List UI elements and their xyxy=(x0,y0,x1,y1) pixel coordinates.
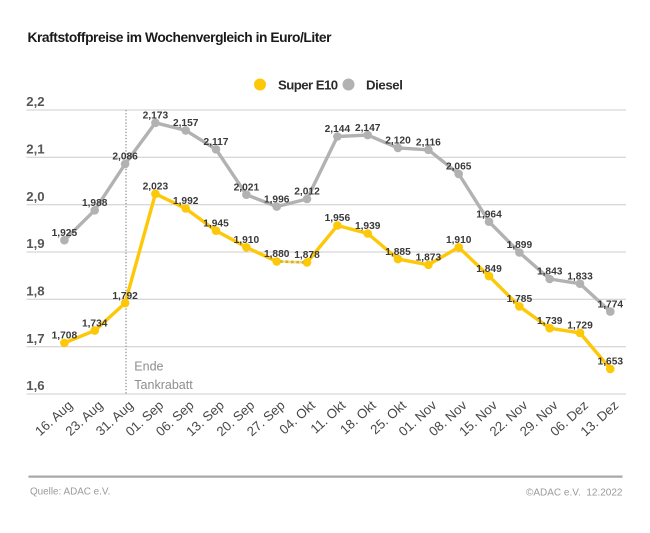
svg-text:1,996: 1,996 xyxy=(264,194,290,205)
svg-text:Quelle: ADAC e.V.: Quelle: ADAC e.V. xyxy=(30,486,110,497)
svg-text:2,023: 2,023 xyxy=(143,182,169,193)
svg-text:1,708: 1,708 xyxy=(52,331,78,342)
svg-text:1,956: 1,956 xyxy=(325,213,351,224)
svg-text:1,833: 1,833 xyxy=(567,271,593,282)
svg-text:1,939: 1,939 xyxy=(355,221,381,232)
svg-text:1,849: 1,849 xyxy=(476,264,502,275)
svg-text:1,739: 1,739 xyxy=(537,316,563,327)
svg-text:1,734: 1,734 xyxy=(82,318,108,329)
svg-text:1,992: 1,992 xyxy=(173,196,199,207)
svg-text:2,173: 2,173 xyxy=(143,111,169,122)
svg-text:1,873: 1,873 xyxy=(416,253,442,264)
svg-text:Kraftstoffpreise im Wochenverg: Kraftstoffpreise im Wochenvergleich in E… xyxy=(28,30,333,45)
svg-text:Ende: Ende xyxy=(134,360,163,374)
svg-text:1,899: 1,899 xyxy=(507,240,533,251)
svg-text:2,0: 2,0 xyxy=(26,189,44,204)
svg-text:Diesel: Diesel xyxy=(366,78,402,93)
svg-text:1,9: 1,9 xyxy=(26,236,44,251)
svg-text:1,885: 1,885 xyxy=(385,247,411,258)
svg-text:2,1: 2,1 xyxy=(26,142,44,157)
svg-text:1,729: 1,729 xyxy=(567,321,593,332)
svg-text:2,120: 2,120 xyxy=(385,136,411,147)
svg-text:1,945: 1,945 xyxy=(203,218,229,229)
svg-text:1,792: 1,792 xyxy=(112,291,138,302)
svg-text:1,910: 1,910 xyxy=(234,235,260,246)
svg-text:1,774: 1,774 xyxy=(598,299,624,310)
svg-text:1,880: 1,880 xyxy=(264,249,290,260)
svg-text:2,116: 2,116 xyxy=(416,138,441,149)
svg-text:1,988: 1,988 xyxy=(82,198,108,209)
svg-text:2,012: 2,012 xyxy=(294,187,320,198)
svg-text:1,878: 1,878 xyxy=(294,250,320,261)
svg-text:1,964: 1,964 xyxy=(476,209,502,220)
svg-text:©ADAC e.V. 12.2022: ©ADAC e.V. 12.2022 xyxy=(526,487,623,498)
svg-text:2,2: 2,2 xyxy=(26,94,44,109)
svg-text:2,157: 2,157 xyxy=(173,118,199,129)
svg-text:2,144: 2,144 xyxy=(325,124,351,135)
svg-text:Tankrabatt: Tankrabatt xyxy=(134,378,193,392)
svg-text:2,065: 2,065 xyxy=(446,162,472,173)
svg-text:1,6: 1,6 xyxy=(26,378,44,393)
svg-text:1,7: 1,7 xyxy=(26,331,44,346)
svg-text:1,843: 1,843 xyxy=(537,267,563,278)
svg-text:1,653: 1,653 xyxy=(598,357,624,368)
svg-text:2,021: 2,021 xyxy=(234,182,260,193)
svg-text:2,147: 2,147 xyxy=(355,123,381,134)
svg-text:1,925: 1,925 xyxy=(52,228,78,239)
svg-text:Super E10: Super E10 xyxy=(278,78,338,93)
svg-text:2,086: 2,086 xyxy=(112,152,138,163)
svg-text:1,8: 1,8 xyxy=(26,284,44,299)
svg-text:2,117: 2,117 xyxy=(204,137,229,148)
svg-text:1,910: 1,910 xyxy=(446,235,472,246)
svg-text:1,785: 1,785 xyxy=(507,294,533,305)
